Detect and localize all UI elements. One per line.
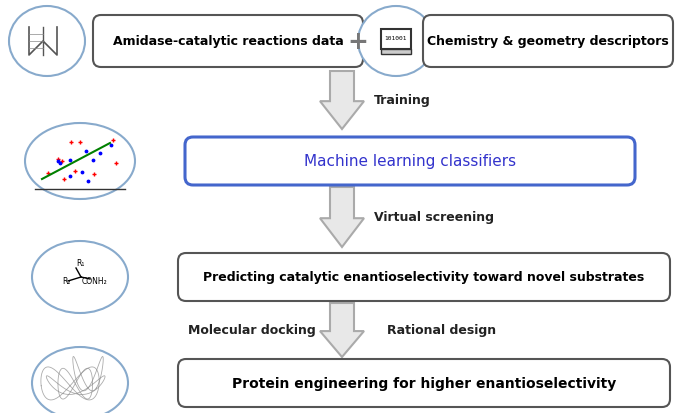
Text: R₁: R₁ bbox=[76, 259, 84, 268]
FancyBboxPatch shape bbox=[178, 359, 670, 407]
Text: Virtual screening: Virtual screening bbox=[374, 211, 494, 224]
Text: CONH₂: CONH₂ bbox=[82, 277, 108, 286]
FancyBboxPatch shape bbox=[381, 30, 411, 50]
Text: Chemistry & geometry descriptors: Chemistry & geometry descriptors bbox=[427, 36, 669, 48]
Polygon shape bbox=[320, 188, 364, 247]
Ellipse shape bbox=[32, 347, 128, 413]
Text: Protein engineering for higher enantioselectivity: Protein engineering for higher enantiose… bbox=[232, 376, 616, 390]
FancyBboxPatch shape bbox=[93, 16, 363, 68]
FancyBboxPatch shape bbox=[185, 138, 635, 185]
Text: Machine learning classifiers: Machine learning classifiers bbox=[304, 154, 516, 169]
Ellipse shape bbox=[25, 124, 135, 199]
FancyBboxPatch shape bbox=[381, 50, 411, 55]
Text: Training: Training bbox=[374, 94, 431, 107]
Text: 101001: 101001 bbox=[385, 36, 408, 41]
Text: Predicting catalytic enantioselectivity toward novel substrates: Predicting catalytic enantioselectivity … bbox=[203, 271, 645, 284]
Polygon shape bbox=[320, 303, 364, 357]
Ellipse shape bbox=[358, 7, 434, 77]
Text: R₂: R₂ bbox=[62, 277, 71, 286]
Ellipse shape bbox=[9, 7, 85, 77]
Text: Molecular docking: Molecular docking bbox=[188, 324, 316, 337]
FancyBboxPatch shape bbox=[178, 254, 670, 301]
Ellipse shape bbox=[32, 242, 128, 313]
Text: Rational design: Rational design bbox=[388, 324, 497, 337]
Text: +: + bbox=[347, 30, 369, 54]
FancyBboxPatch shape bbox=[423, 16, 673, 68]
Text: Amidase-catalytic reactions data: Amidase-catalytic reactions data bbox=[112, 36, 343, 48]
Polygon shape bbox=[320, 72, 364, 130]
